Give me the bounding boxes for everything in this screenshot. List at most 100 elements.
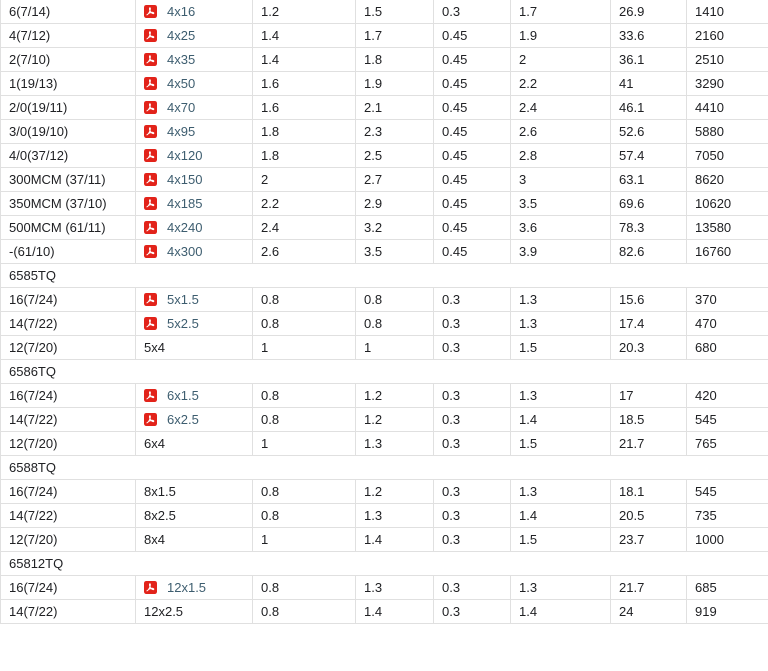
value-cell: 0.3: [433, 575, 511, 600]
value-cell: 1: [252, 527, 356, 552]
value-cell: 2.1: [355, 95, 434, 120]
size-text: 12x2.5: [144, 604, 184, 619]
file-cell: 12x2.5: [135, 599, 253, 624]
value-cell: 2.7: [355, 167, 434, 192]
pdf-icon[interactable]: [144, 125, 157, 138]
value-cell: 0.3: [433, 407, 511, 432]
value-cell: 21.7: [610, 431, 687, 456]
size-link[interactable]: 5x2.5: [167, 316, 199, 331]
gauge-label: 16(7/24): [0, 575, 136, 600]
pdf-icon[interactable]: [144, 77, 157, 90]
size-link[interactable]: 4x70: [167, 100, 196, 115]
size-link[interactable]: 12x1.5: [167, 580, 207, 595]
table-row: 16(7/24) 5x1.5 0.8 0.8 0.3 1.3 15.6 370: [0, 287, 768, 312]
pdf-icon[interactable]: [144, 389, 157, 402]
size-link[interactable]: 5x1.5: [167, 292, 199, 307]
value-cell: 545: [686, 407, 768, 432]
size-text: 5x4: [144, 340, 165, 355]
section-row: 6586TQ: [0, 359, 768, 384]
pdf-icon[interactable]: [144, 5, 157, 18]
size-link[interactable]: 6x2.5: [167, 412, 199, 427]
value-cell: 1.2: [355, 383, 434, 408]
table-row: 16(7/24) 6x1.5 0.8 1.2 0.3 1.3 17 420: [0, 383, 768, 408]
file-cell-content: 4x150: [144, 172, 244, 187]
file-cell: 5x2.5: [135, 311, 253, 336]
file-cell-content: 8x4: [144, 532, 244, 547]
file-cell: 4x120: [135, 143, 253, 168]
value-cell: 13580: [686, 215, 768, 240]
value-cell: 41: [610, 71, 687, 96]
pdf-icon[interactable]: [144, 53, 157, 66]
value-cell: 0.3: [433, 431, 511, 456]
pdf-icon[interactable]: [144, 293, 157, 306]
value-cell: 0.8: [252, 575, 356, 600]
file-cell-content: 4x25: [144, 28, 244, 43]
value-cell: 1.9: [510, 23, 611, 48]
pdf-icon[interactable]: [144, 317, 157, 330]
size-link[interactable]: 4x150: [167, 172, 203, 187]
size-link[interactable]: 6x1.5: [167, 388, 199, 403]
table-row: 16(7/24) 12x1.5 0.8 1.3 0.3 1.3 21.7 685: [0, 575, 768, 600]
table-row: 14(7/22) 8x2.5 0.8 1.3 0.3 1.4 20.5 735: [0, 503, 768, 528]
value-cell: 0.3: [433, 311, 511, 336]
size-link[interactable]: 4x50: [167, 76, 196, 91]
value-cell: 1: [252, 335, 356, 360]
pdf-icon[interactable]: [144, 221, 157, 234]
value-cell: 2.6: [252, 239, 356, 264]
file-cell-content: 4x95: [144, 124, 244, 139]
value-cell: 2.4: [510, 95, 611, 120]
value-cell: 1.8: [252, 143, 356, 168]
file-cell-content: 12x1.5: [144, 580, 244, 595]
value-cell: 1.4: [252, 23, 356, 48]
value-cell: 2.4: [252, 215, 356, 240]
size-text: 8x1.5: [144, 484, 176, 499]
gauge-label: 16(7/24): [0, 383, 136, 408]
pdf-icon[interactable]: [144, 101, 157, 114]
value-cell: 470: [686, 311, 768, 336]
file-cell: 4x300: [135, 239, 253, 264]
pdf-icon[interactable]: [144, 581, 157, 594]
value-cell: 21.7: [610, 575, 687, 600]
value-cell: 1.5: [510, 431, 611, 456]
file-cell-content: 4x50: [144, 76, 244, 91]
size-link[interactable]: 4x95: [167, 124, 196, 139]
size-link[interactable]: 4x25: [167, 28, 196, 43]
pdf-icon[interactable]: [144, 149, 157, 162]
pdf-icon[interactable]: [144, 29, 157, 42]
value-cell: 82.6: [610, 239, 687, 264]
size-link[interactable]: 4x35: [167, 52, 196, 67]
file-cell: 6x4: [135, 431, 253, 456]
pdf-icon[interactable]: [144, 173, 157, 186]
table-row: 1(19/13) 4x50 1.6 1.9 0.45 2.2 41 3290: [0, 71, 768, 96]
pdf-icon[interactable]: [144, 413, 157, 426]
pdf-icon[interactable]: [144, 197, 157, 210]
value-cell: 0.45: [433, 119, 511, 144]
size-link[interactable]: 4x300: [167, 244, 203, 259]
file-cell-content: 4x120: [144, 148, 244, 163]
size-link[interactable]: 4x16: [167, 4, 196, 19]
value-cell: 680: [686, 335, 768, 360]
value-cell: 545: [686, 479, 768, 504]
value-cell: 0.45: [433, 95, 511, 120]
value-cell: 15.6: [610, 287, 687, 312]
value-cell: 1410: [686, 0, 768, 24]
gauge-label: 14(7/22): [0, 503, 136, 528]
value-cell: 8620: [686, 167, 768, 192]
file-cell: 6x2.5: [135, 407, 253, 432]
value-cell: 2.6: [510, 119, 611, 144]
value-cell: 63.1: [610, 167, 687, 192]
table-row: 14(7/22) 6x2.5 0.8 1.2 0.3 1.4 18.5 545: [0, 407, 768, 432]
section-row: 6588TQ: [0, 455, 768, 480]
size-link[interactable]: 4x120: [167, 148, 203, 163]
value-cell: 1.3: [510, 287, 611, 312]
size-link[interactable]: 4x240: [167, 220, 203, 235]
value-cell: 370: [686, 287, 768, 312]
value-cell: 735: [686, 503, 768, 528]
pdf-icon[interactable]: [144, 245, 157, 258]
size-link[interactable]: 4x185: [167, 196, 203, 211]
value-cell: 1.3: [510, 479, 611, 504]
value-cell: 1.4: [510, 599, 611, 624]
value-cell: 17: [610, 383, 687, 408]
value-cell: 3: [510, 167, 611, 192]
file-cell-content: 4x185: [144, 196, 244, 211]
